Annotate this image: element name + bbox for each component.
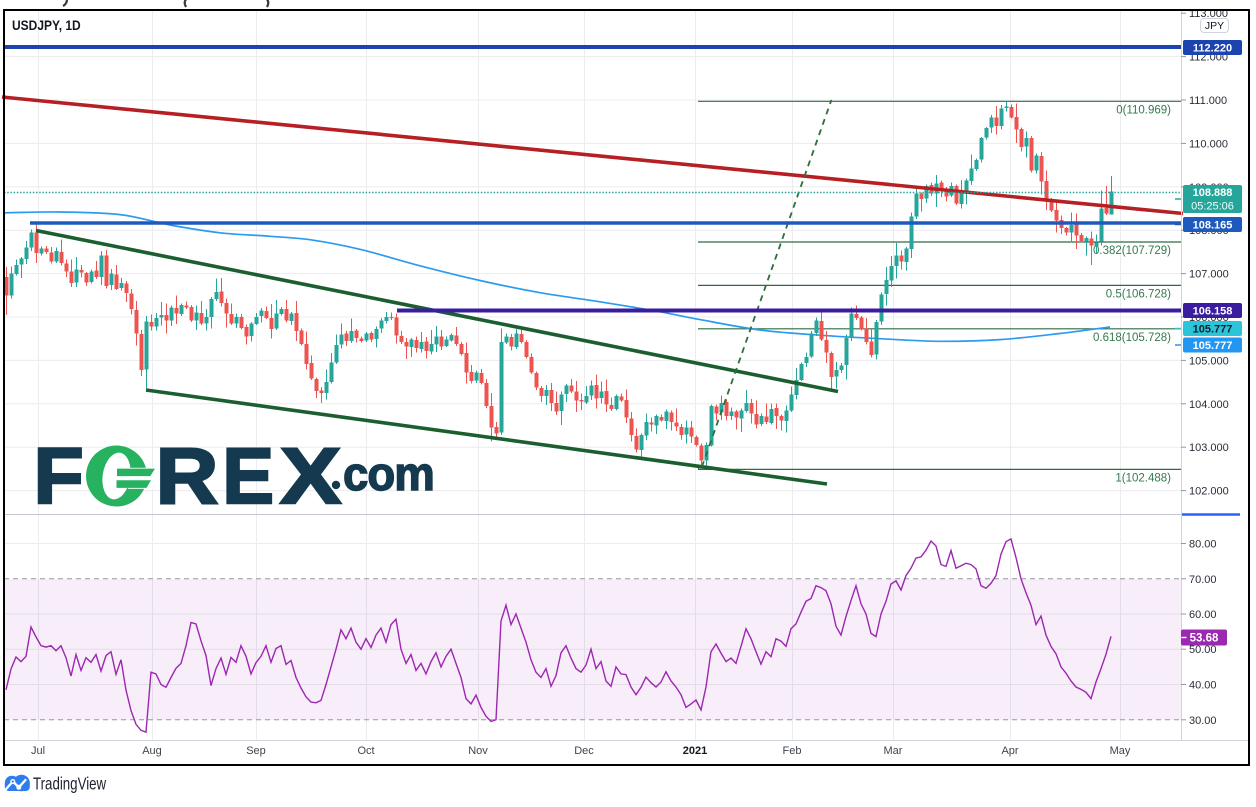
svg-text:106.158: 106.158 <box>1193 306 1233 318</box>
svg-text:40.00: 40.00 <box>1189 680 1217 692</box>
svg-text:R: R <box>156 432 219 520</box>
svg-text:JPY: JPY <box>1205 20 1224 32</box>
svg-text:111.000: 111.000 <box>1189 95 1227 107</box>
svg-text:Apr: Apr <box>1001 745 1018 757</box>
svg-text:105.777: 105.777 <box>1193 324 1233 336</box>
svg-text:104.000: 104.000 <box>1189 399 1229 411</box>
svg-text:80.00: 80.00 <box>1189 539 1217 551</box>
svg-text:0.382(107.729): 0.382(107.729) <box>1093 245 1171 257</box>
svg-text:TradingView: TradingView <box>33 775 107 794</box>
svg-text:110.000: 110.000 <box>1189 138 1228 150</box>
svg-text:103.000: 103.000 <box>1189 442 1229 454</box>
svg-text:30.00: 30.00 <box>1189 715 1217 727</box>
svg-text:105.000: 105.000 <box>1189 355 1229 367</box>
svg-text:Aug: Aug <box>142 745 162 757</box>
svg-text:113.000: 113.000 <box>1189 8 1228 20</box>
svg-text:Jul: Jul <box>31 745 45 757</box>
svg-text:2021: 2021 <box>683 745 707 757</box>
svg-text:108.888: 108.888 <box>1193 187 1233 199</box>
svg-text:105.777: 105.777 <box>1193 340 1233 352</box>
svg-text:0.618(105.728): 0.618(105.728) <box>1093 332 1171 344</box>
svg-text:Oct: Oct <box>357 745 374 757</box>
svg-text:70.00: 70.00 <box>1189 574 1217 586</box>
svg-text:E: E <box>222 431 274 520</box>
svg-text:0.5(106.728): 0.5(106.728) <box>1106 288 1171 300</box>
svg-text:60.00: 60.00 <box>1189 609 1217 621</box>
svg-text:0(110.969): 0(110.969) <box>1116 104 1171 116</box>
svg-text:53.68: 53.68 <box>1190 633 1219 645</box>
svg-text:Nov: Nov <box>468 745 488 757</box>
svg-text:Feb: Feb <box>783 745 802 757</box>
svg-text:USDJPY, 1D: USDJPY, 1D <box>12 17 81 33</box>
svg-text:05:25:06: 05:25:06 <box>1191 201 1234 213</box>
svg-text:107.000: 107.000 <box>1189 269 1229 281</box>
svg-text:X: X <box>280 433 341 521</box>
svg-text:50.00: 50.00 <box>1189 644 1217 656</box>
svg-text:Mar: Mar <box>884 745 903 757</box>
svg-text:May: May <box>1110 745 1131 757</box>
svg-text:102.000: 102.000 <box>1189 486 1229 498</box>
svg-text:Sep: Sep <box>246 745 266 757</box>
svg-text:112.220: 112.220 <box>1193 43 1232 55</box>
svg-text:1(102.488): 1(102.488) <box>1115 472 1171 484</box>
svg-text:com: com <box>343 447 434 500</box>
svg-text:F: F <box>34 432 84 520</box>
svg-text:Dec: Dec <box>574 745 594 757</box>
svg-text:108.165: 108.165 <box>1193 220 1233 232</box>
